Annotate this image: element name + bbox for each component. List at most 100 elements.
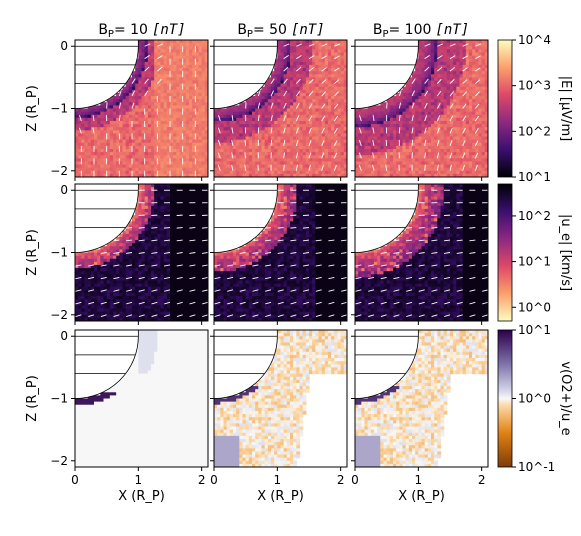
cell	[462, 71, 467, 75]
cell	[459, 124, 464, 128]
cell	[87, 296, 92, 300]
cell	[377, 158, 381, 163]
cell	[475, 58, 480, 63]
cell	[331, 89, 335, 94]
cell	[290, 99, 294, 103]
arrow	[144, 90, 149, 97]
arrow	[321, 103, 326, 109]
cell	[78, 289, 82, 294]
arrow	[295, 115, 300, 122]
cell	[75, 170, 79, 175]
cell	[264, 86, 269, 91]
cell	[277, 71, 282, 75]
cell	[160, 136, 165, 141]
cell	[90, 161, 95, 166]
cell	[90, 108, 95, 113]
cell	[185, 46, 190, 50]
cell	[90, 130, 95, 135]
cell	[160, 142, 165, 147]
cell	[261, 102, 266, 106]
cell	[97, 127, 101, 131]
cell	[453, 105, 457, 110]
cell	[290, 92, 294, 97]
arrow	[92, 127, 95, 134]
cell	[138, 167, 143, 172]
cell	[328, 43, 332, 47]
arrow	[372, 152, 375, 159]
cell	[226, 136, 231, 141]
cell	[201, 120, 206, 125]
arrow	[424, 90, 429, 97]
cell	[138, 99, 143, 103]
cell	[141, 86, 146, 91]
cell	[75, 308, 79, 313]
cell	[160, 148, 165, 153]
cell	[267, 99, 272, 103]
cell	[424, 136, 429, 141]
cell	[331, 170, 335, 175]
cell	[421, 43, 426, 47]
cell	[229, 170, 234, 175]
cell	[437, 117, 442, 122]
cell	[185, 152, 190, 156]
cell	[478, 108, 483, 113]
cell	[252, 161, 256, 166]
cell	[305, 68, 310, 72]
cell	[141, 43, 146, 47]
cell	[128, 89, 133, 94]
cell	[195, 133, 200, 138]
cell	[396, 114, 400, 119]
cell	[334, 74, 339, 78]
cell	[434, 155, 438, 159]
cell	[173, 158, 177, 163]
cell	[424, 133, 429, 138]
cell	[179, 139, 184, 144]
cell	[141, 145, 146, 150]
cell	[261, 158, 266, 163]
cell	[248, 142, 253, 147]
cell	[201, 68, 206, 72]
cell	[309, 52, 313, 57]
cell	[223, 170, 228, 175]
cell	[125, 167, 130, 172]
cell	[100, 308, 105, 313]
cell	[324, 117, 329, 122]
arrow	[462, 43, 469, 47]
arrow	[346, 95, 347, 97]
cell	[255, 167, 259, 172]
cell	[315, 133, 320, 138]
cell	[440, 83, 445, 88]
cell	[128, 111, 133, 116]
cell	[469, 74, 473, 78]
cell	[271, 74, 275, 78]
cell	[293, 133, 297, 138]
cell	[431, 164, 435, 169]
cell	[399, 142, 404, 147]
cell	[138, 105, 143, 110]
cell	[192, 55, 196, 60]
cell	[370, 111, 375, 116]
col-title-3: BP= 100 [nT]	[373, 22, 469, 40]
cell	[393, 114, 397, 119]
cell	[135, 130, 139, 135]
cell	[223, 155, 228, 159]
cell	[236, 127, 240, 131]
cell	[302, 167, 307, 172]
cell	[367, 164, 372, 169]
cell	[242, 161, 247, 166]
cell	[481, 89, 486, 94]
cell	[94, 286, 98, 291]
cell	[198, 152, 203, 156]
cell	[328, 89, 332, 94]
arrow	[334, 55, 340, 60]
cell	[437, 64, 442, 69]
cell	[151, 145, 155, 150]
cell	[132, 83, 136, 88]
cell	[119, 158, 124, 163]
cell	[182, 117, 187, 122]
cell	[229, 108, 234, 113]
cell	[141, 58, 146, 63]
cell	[185, 61, 190, 66]
cell	[415, 167, 419, 172]
cell	[324, 155, 329, 159]
